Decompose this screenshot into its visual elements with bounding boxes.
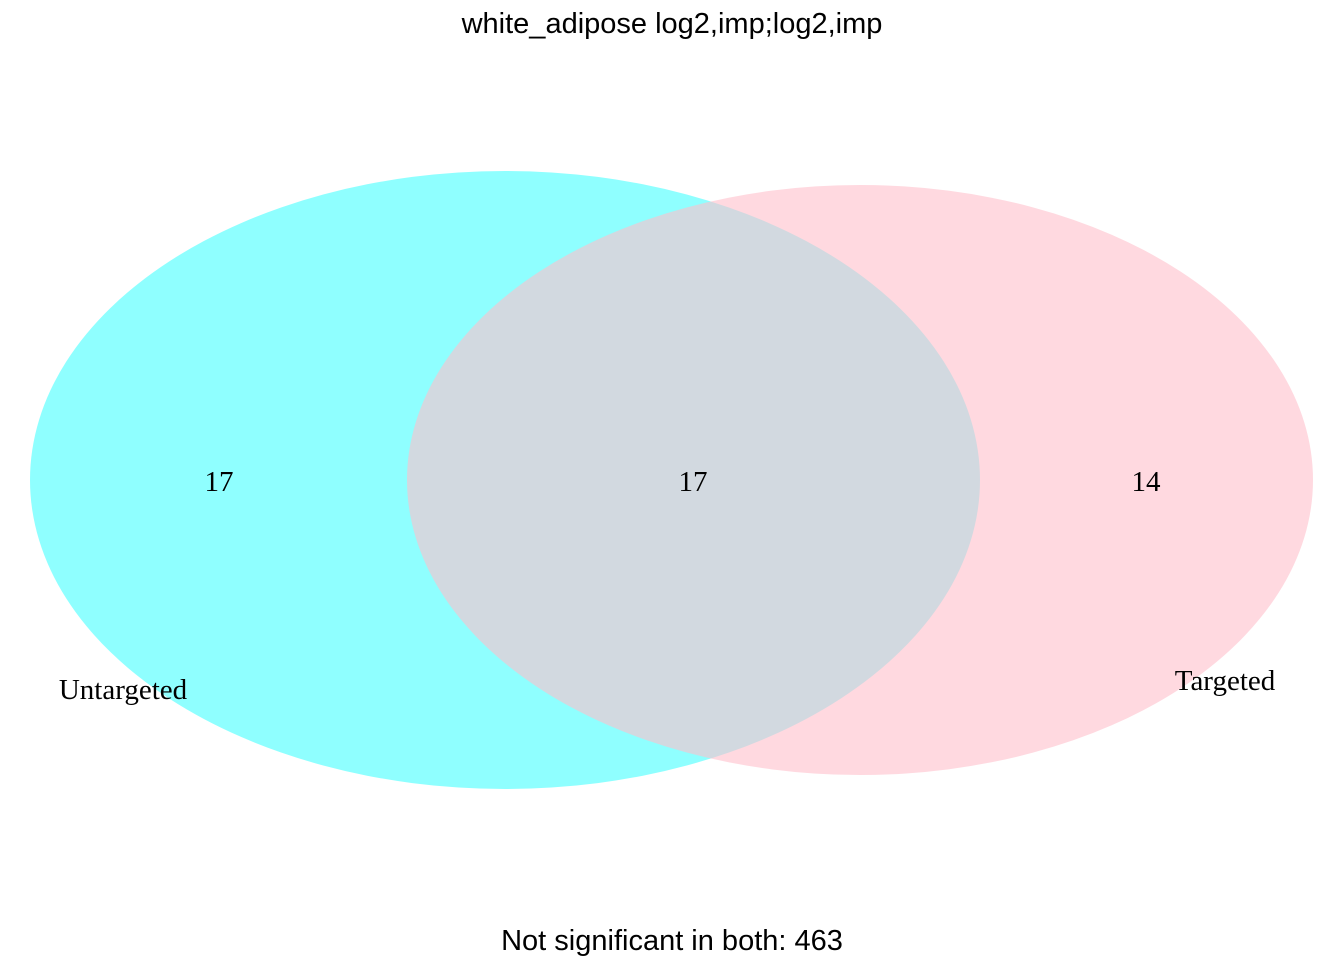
untargeted-set-label: Untargeted (59, 674, 188, 706)
targeted-set-label: Targeted (1175, 665, 1276, 697)
diagram-title: white_adipose log2,imp;log2,imp (461, 8, 883, 40)
intersection-count: 17 (679, 466, 708, 498)
not-significant-footer: Not significant in both: 463 (501, 925, 843, 957)
untargeted-only-count: 17 (205, 466, 234, 498)
targeted-only-count: 14 (1132, 466, 1162, 498)
targeted-set-ellipse (407, 185, 1313, 775)
